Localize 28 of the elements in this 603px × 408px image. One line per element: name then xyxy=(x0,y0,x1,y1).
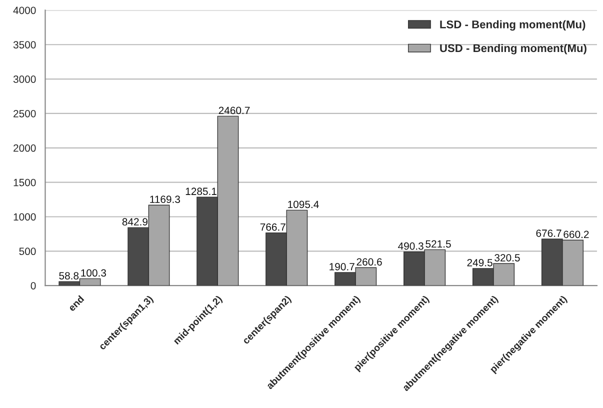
data-label: 842.9 xyxy=(122,218,148,226)
x-tick-label: end xyxy=(68,295,84,312)
y-tick-label: 4000 xyxy=(13,6,36,14)
data-label: 320.5 xyxy=(494,254,520,262)
data-label: 2460.7 xyxy=(218,106,250,114)
data-label: 190.7 xyxy=(330,263,354,270)
y-tick-label: 0 xyxy=(30,282,36,290)
data-label: 260.6 xyxy=(356,258,382,266)
data-label: 521.5 xyxy=(426,240,451,248)
y-tick-label: 2000 xyxy=(14,144,36,152)
y-tick-label: 3000 xyxy=(13,76,36,83)
data-label: 249.5 xyxy=(467,258,492,266)
legend-label: USD - Bending moment(Mu) xyxy=(440,44,586,54)
y-tick-label: 3500 xyxy=(13,41,36,48)
data-label: 660.2 xyxy=(564,230,589,238)
y-tick-label: 2500 xyxy=(14,110,36,118)
data-label: 490.3 xyxy=(398,242,424,250)
y-tick-label: 500 xyxy=(19,248,36,256)
data-label: 676.7 xyxy=(536,230,562,237)
data-label: 766.7 xyxy=(260,223,286,231)
y-tick-label: 1500 xyxy=(14,178,36,186)
data-label: 58.8 xyxy=(59,272,79,280)
data-label: 100.3 xyxy=(81,269,106,277)
legend-label: LSD - Bending moment(Mu) xyxy=(440,20,586,31)
data-label: 1169.3 xyxy=(150,196,180,204)
data-label: 1095.4 xyxy=(288,200,319,208)
y-tick-label: 1000 xyxy=(14,213,36,221)
data-label: 1285.1 xyxy=(186,188,216,196)
